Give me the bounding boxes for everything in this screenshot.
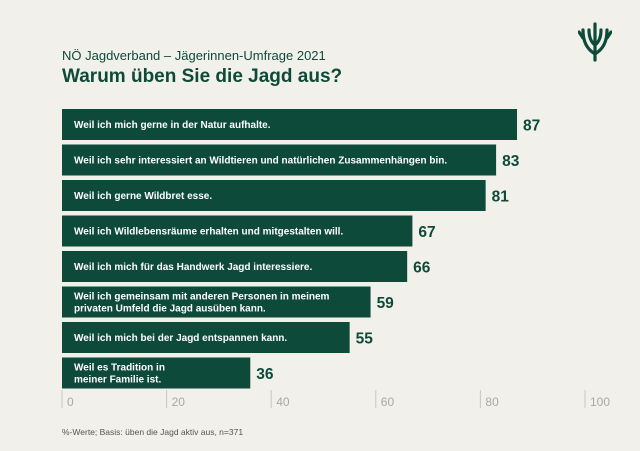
bar-category-label: Weil es Tradition in: [74, 363, 165, 374]
bar-value-label: 66: [413, 260, 431, 277]
bar: [62, 357, 251, 389]
bar-category-label: Weil ich Wildlebensräume erhalten und mi…: [74, 227, 343, 238]
bar: [62, 251, 408, 282]
bar: [62, 215, 413, 247]
antler-logo-icon: [578, 22, 612, 62]
bar-value-label: 83: [502, 153, 520, 170]
x-tick-label: 100: [590, 395, 610, 409]
bar-category-label: Weil ich mich bei der Jagd entspannen ka…: [74, 333, 287, 344]
bar: [62, 109, 518, 140]
chart-subtitle: NÖ Jagdverband – Jägerinnen-Umfrage 2021: [62, 48, 326, 63]
bar-category-label: meiner Familie ist.: [74, 375, 161, 386]
bar-category-label: Weil ich gerne Wildbret esse.: [74, 191, 212, 202]
bar-category-label: Weil ich mich gerne in der Natur aufhalt…: [74, 120, 271, 131]
bar-value-label: 36: [256, 366, 274, 383]
bar-value-label: 67: [418, 224, 435, 241]
x-tick-label: 60: [381, 395, 395, 409]
x-tick-label: 20: [172, 395, 186, 409]
x-tick-label: 0: [67, 395, 74, 409]
bar: [62, 180, 486, 211]
bar: [62, 144, 497, 176]
bar: [62, 286, 371, 318]
bar-category-label: Weil ich gemeinsam mit anderen Personen …: [74, 292, 330, 303]
bar-value-label: 59: [377, 295, 395, 312]
bar-value-label: 81: [492, 189, 510, 206]
bar-value-label: 87: [523, 118, 540, 135]
bar: [62, 322, 350, 353]
chart-title: Warum üben Sie die Jagd aus?: [62, 66, 343, 87]
x-tick-label: 80: [485, 395, 499, 409]
x-tick-label: 40: [276, 395, 290, 409]
footnote: %-Werte; Basis: üben die Jagd aktiv aus,…: [62, 427, 244, 437]
bar-category-label: Weil ich sehr interessiert an Wildtieren…: [74, 156, 447, 167]
bar-category-label: privaten Umfeld die Jagd ausüben kann.: [74, 304, 266, 315]
bar-category-label: Weil ich mich für das Handwerk Jagd inte…: [74, 262, 312, 273]
bar-value-label: 55: [356, 331, 374, 348]
